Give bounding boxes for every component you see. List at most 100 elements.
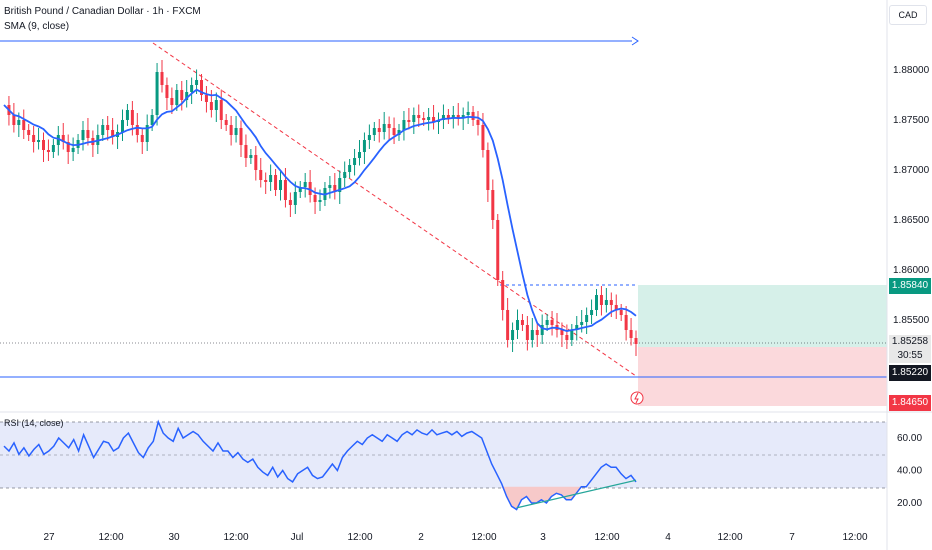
candle-body — [372, 128, 376, 135]
candle-body — [180, 90, 184, 100]
time-tick-label: 27 — [43, 532, 55, 543]
candle-body — [135, 125, 139, 135]
trend-line-dashed[interactable] — [152, 42, 637, 377]
candle-body — [269, 175, 273, 182]
candle-body — [511, 330, 515, 340]
candle-body — [121, 120, 124, 132]
candle-body — [501, 280, 505, 310]
candle-body — [560, 330, 564, 335]
candle-body — [46, 150, 50, 152]
price-tick-label: 1.87500 — [893, 115, 930, 126]
rsi-tick-label: 20.00 — [897, 498, 922, 509]
candle-body — [392, 128, 396, 135]
candle-body — [387, 124, 391, 128]
candle-body — [535, 330, 539, 335]
candle-body — [525, 325, 529, 340]
candle-body — [32, 135, 36, 142]
candle-body — [609, 300, 613, 305]
candle-body — [101, 125, 105, 135]
candle-body — [575, 325, 579, 330]
candle-body — [249, 155, 253, 158]
candle-body — [382, 124, 386, 132]
candle-body — [195, 80, 199, 85]
candle-body — [407, 120, 411, 122]
candle-body — [254, 155, 258, 170]
candle-body — [397, 130, 401, 135]
candle-body — [303, 182, 307, 187]
candles-layer — [7, 60, 638, 356]
candle-body — [422, 118, 426, 120]
candle-body — [634, 338, 638, 344]
time-tick-label: 2 — [418, 532, 424, 543]
price-tick-label: 1.85500 — [893, 315, 930, 326]
candle-body — [590, 310, 594, 315]
candle-body — [580, 322, 584, 325]
rsi-legend: RSI (14, close) — [4, 418, 64, 428]
rsi-axis: 60.00 40.00 20.00 — [897, 433, 922, 509]
candle-body — [214, 100, 218, 110]
candle-body — [140, 135, 144, 142]
candle-body — [209, 102, 213, 110]
currency-button[interactable]: CAD — [889, 5, 927, 25]
candle-body — [264, 180, 268, 182]
candle-body — [496, 220, 500, 280]
rsi-oversold-fill — [501, 486, 582, 510]
time-tick-label: 7 — [789, 532, 795, 543]
candle-body — [595, 295, 598, 310]
rsi-divergence-line[interactable] — [516, 479, 637, 509]
candle-body — [165, 85, 169, 98]
time-tick-label: 12:00 — [98, 532, 123, 543]
candle-body — [343, 172, 347, 178]
candle-body — [530, 330, 534, 340]
candle-body — [318, 200, 322, 202]
time-tick-label: 3 — [540, 532, 546, 543]
candle-body — [412, 115, 416, 122]
candle-body — [239, 128, 243, 145]
candle-body — [540, 325, 544, 335]
price-tick-label: 1.88000 — [893, 65, 930, 76]
time-tick-label: 12:00 — [717, 532, 742, 543]
candle-body — [279, 180, 282, 190]
time-axis[interactable]: 27 12:00 30 12:00 Jul 12:00 2 12:00 3 12:00 4 12:00… — [43, 532, 868, 543]
price-axis[interactable]: 1.88000 1.87500 1.87000 1.86500 1.86000 1.855… — [893, 65, 930, 326]
candle-body — [486, 150, 490, 190]
price-tick-label: 1.86500 — [893, 215, 930, 226]
candle-body — [466, 112, 470, 115]
countdown-tag: 30:55 — [889, 349, 931, 363]
stop-price-tag: 1.84650 — [889, 395, 931, 411]
rsi-line — [3, 419, 637, 511]
candle-body — [175, 90, 179, 105]
candle-body — [362, 140, 366, 152]
time-tick-label: 12:00 — [471, 532, 496, 543]
candle-body — [170, 98, 174, 105]
candle-body — [51, 145, 55, 152]
candle-body — [160, 72, 164, 85]
candle-body — [451, 115, 455, 118]
candle-body — [259, 170, 263, 180]
time-tick-label: 12:00 — [223, 532, 248, 543]
candle-body — [446, 115, 450, 118]
candle-body — [234, 128, 238, 135]
candle-body — [599, 295, 603, 305]
time-tick-label: 4 — [665, 532, 671, 543]
candle-body — [481, 125, 485, 150]
candle-body — [17, 120, 21, 125]
candle-body — [313, 195, 317, 202]
candle-body — [190, 85, 194, 92]
candle-body — [328, 185, 332, 188]
candle-body — [476, 120, 480, 125]
candle-body — [353, 158, 357, 165]
support-price-tag: 1.85220 — [889, 365, 931, 381]
target-price-tag: 1.85840 — [889, 278, 931, 294]
candle-body — [308, 182, 312, 195]
lightning-icon[interactable] — [630, 391, 644, 405]
candle-body — [629, 330, 633, 338]
candle-body — [274, 175, 278, 190]
candle-body — [200, 80, 203, 95]
candle-body — [570, 330, 574, 340]
candle-body — [550, 320, 554, 325]
lightning-icon-bolt — [634, 392, 639, 404]
candle-body — [491, 190, 495, 220]
candle-body — [604, 300, 608, 305]
